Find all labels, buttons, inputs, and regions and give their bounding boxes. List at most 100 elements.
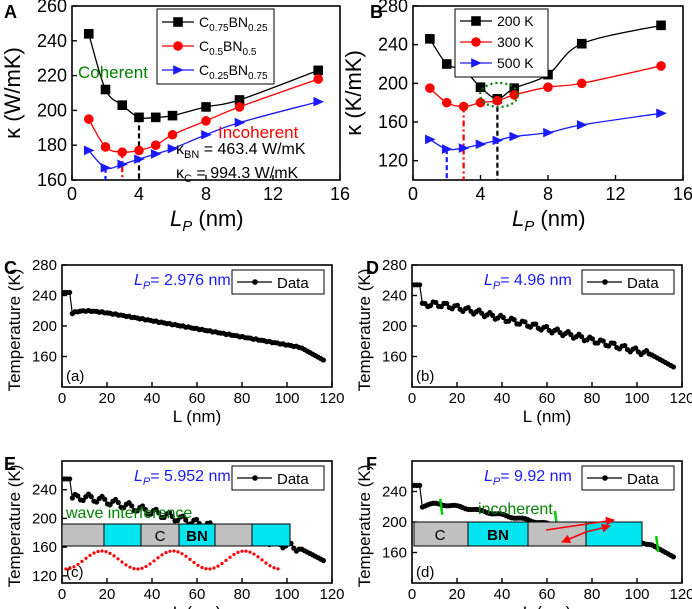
- legend-label: 500 K: [497, 55, 534, 71]
- x-tick-label: 16: [330, 184, 350, 204]
- data-point: [67, 289, 73, 296]
- data-point: [183, 517, 189, 523]
- data-point: [129, 503, 135, 509]
- wave-dot: [72, 565, 76, 569]
- triangle-marker: [509, 131, 521, 142]
- legend-label: 300 K: [497, 34, 534, 50]
- x-tick-label: 40: [494, 390, 511, 407]
- inset-segment: [61, 523, 105, 547]
- y-tick-label: 200: [37, 100, 67, 120]
- panel-letter: C: [4, 258, 17, 278]
- wave-dot: [236, 550, 240, 554]
- legend: Data: [581, 269, 675, 295]
- data-point: [156, 510, 162, 516]
- data-point: [533, 321, 539, 327]
- lp-label: LP= 2.976 nm: [134, 272, 231, 292]
- circle-marker: [475, 97, 486, 108]
- legend-item: C0.5BN0.5: [162, 38, 257, 58]
- y-tick-label: 200: [378, 73, 408, 93]
- data-point: [320, 557, 327, 564]
- y-tick-label: 240: [32, 482, 57, 499]
- y-tick-label: 120: [32, 568, 57, 585]
- triangle-marker: [576, 120, 588, 130]
- wave-dot: [152, 559, 156, 563]
- y-tick-label: 240: [378, 35, 408, 55]
- panel-tag: (d): [416, 564, 434, 581]
- data-point: [153, 506, 159, 512]
- square-marker: [656, 20, 666, 31]
- data-point: [102, 496, 108, 502]
- x-tick-label: 100: [274, 586, 299, 603]
- data-point: [600, 338, 606, 344]
- y-tick-label: 200: [32, 510, 57, 527]
- square-marker: [134, 112, 144, 123]
- legend-label: C0.75BN0.25: [199, 14, 268, 34]
- y-tick-label: 200: [382, 514, 407, 531]
- square-marker: [471, 16, 481, 26]
- data-point: [465, 304, 471, 311]
- wave-dot: [112, 554, 116, 558]
- legend-item: 500 K: [460, 55, 534, 71]
- legend-item: C0.25BN0.75: [162, 62, 268, 82]
- data-point: [511, 317, 517, 323]
- data-point: [67, 476, 73, 482]
- legend: Data: [231, 465, 325, 491]
- wave-dot: [212, 566, 216, 570]
- y-tick-label: 120: [378, 151, 408, 171]
- wave-dot: [84, 556, 88, 560]
- wave-dot: [80, 559, 84, 564]
- data-point: [579, 334, 585, 340]
- inset-label-bn: BN: [487, 527, 509, 544]
- inset-label-c: C: [155, 528, 166, 545]
- data-point: [193, 516, 200, 523]
- lp-label: LP= 4.96 nm: [484, 272, 572, 292]
- legend: Data: [231, 269, 325, 295]
- circle-marker: [134, 145, 144, 156]
- square-marker: [167, 110, 178, 121]
- x-tick-label: 4: [134, 184, 144, 204]
- y-tick-label: 260: [37, 0, 67, 16]
- x-tick-label: 0: [408, 184, 418, 204]
- inset-caption: incoherent: [478, 501, 553, 518]
- x-tick-label: 120: [319, 586, 344, 603]
- x-tick-label: 60: [189, 390, 206, 407]
- wave-dot: [116, 557, 120, 561]
- wave-dot: [252, 552, 256, 556]
- square-marker: [475, 82, 486, 92]
- x-tick-label: 40: [144, 390, 161, 407]
- x-axis-label: L (nm): [523, 603, 572, 609]
- y-tick-label: 160: [37, 170, 67, 190]
- wave-dot: [176, 550, 180, 554]
- data-point: [568, 332, 574, 338]
- kappa-bn-label: κBN = 463.4 W/mK: [176, 141, 306, 161]
- data-point: [444, 300, 450, 307]
- square-marker: [150, 112, 161, 123]
- square-marker: [83, 29, 94, 39]
- x-tick-label: 8: [543, 184, 553, 204]
- data-series: [411, 282, 677, 370]
- data-point: [670, 554, 677, 560]
- data-point: [80, 497, 86, 504]
- circle-marker: [313, 74, 324, 84]
- series-300k: [425, 61, 666, 112]
- wave-dot: [220, 561, 224, 566]
- x-tick-label: 60: [539, 586, 556, 603]
- triangle-marker: [167, 143, 179, 154]
- x-tick-label: 20: [99, 586, 116, 603]
- wave-dot: [96, 549, 100, 554]
- y-tick-label: 240: [382, 288, 407, 305]
- x-tick-label: 80: [234, 390, 251, 407]
- scatter-arrow: [585, 523, 611, 533]
- circle-marker: [576, 78, 587, 89]
- wave-dot: [260, 558, 264, 562]
- wave-dot: [272, 566, 276, 570]
- data-point: [175, 517, 181, 524]
- legend-label: Data: [627, 471, 659, 488]
- y-tick-label: 160: [32, 349, 57, 366]
- square-marker: [234, 95, 245, 105]
- square-marker: [313, 65, 324, 76]
- inset-segment: [103, 523, 142, 547]
- data-point: [500, 314, 506, 321]
- legend-label: 200 K: [497, 13, 534, 29]
- x-tick-label: 12: [263, 184, 283, 204]
